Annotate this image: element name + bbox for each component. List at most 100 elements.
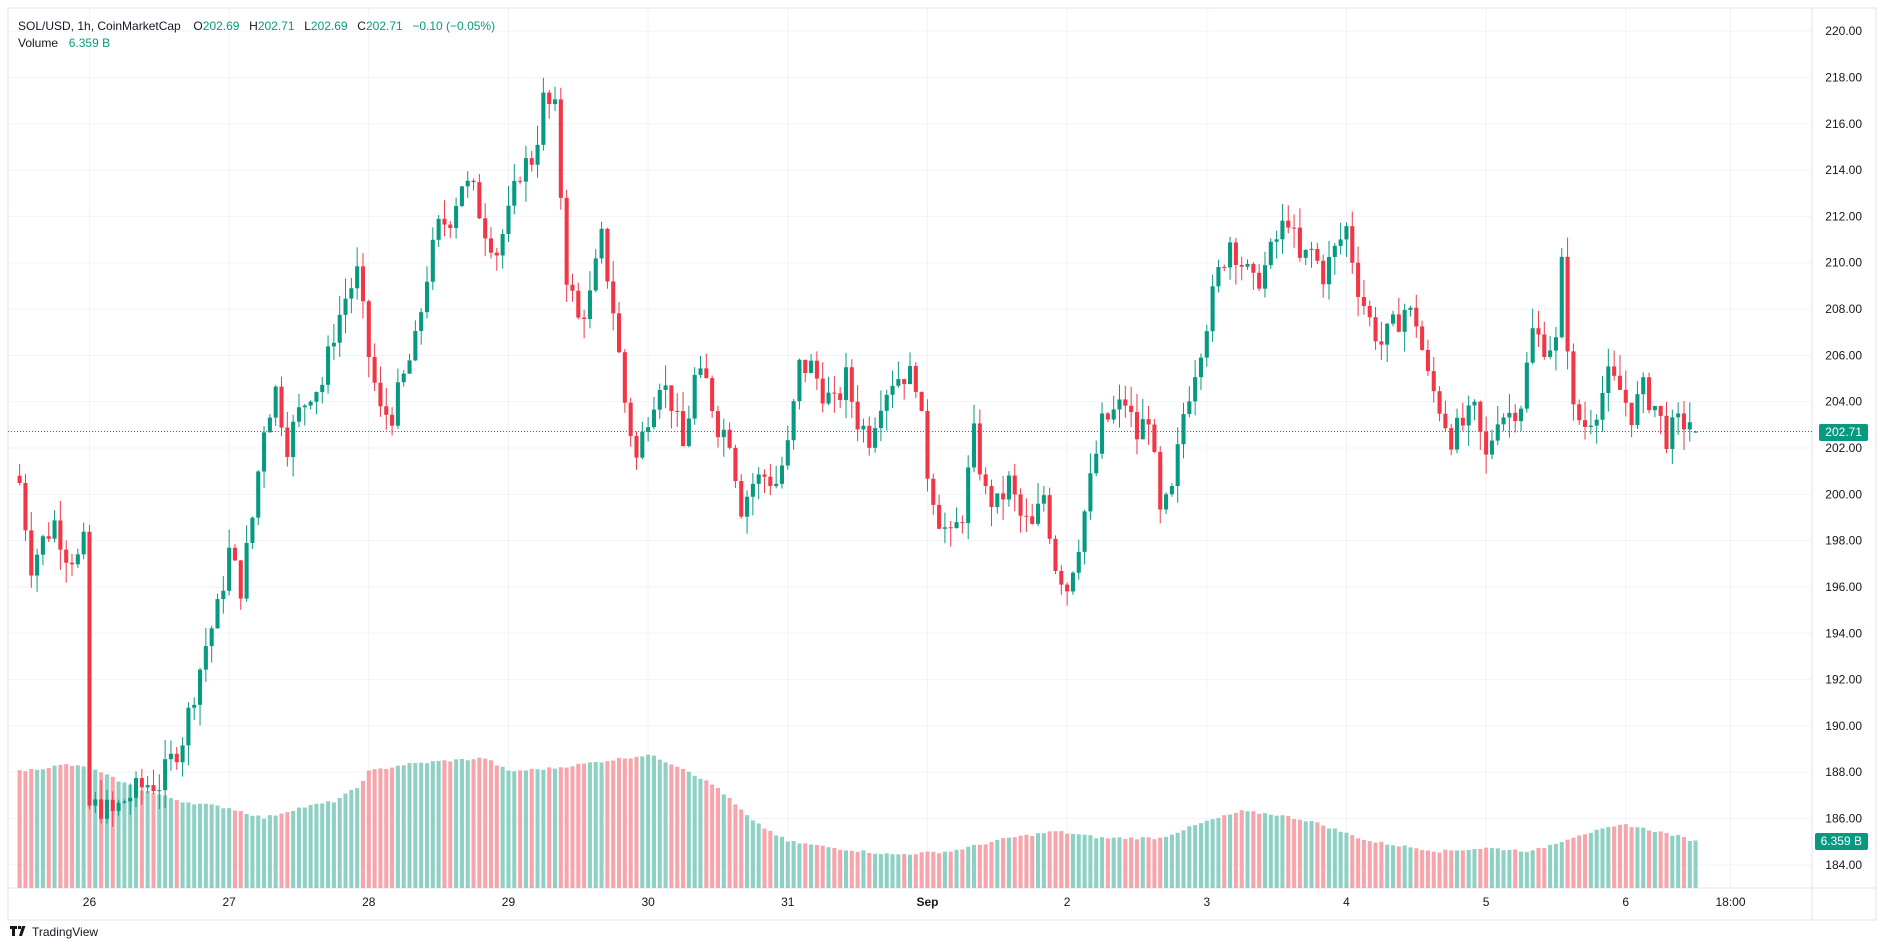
candle [1117,384,1122,428]
volume-bar [704,780,709,888]
candle-body [1612,366,1617,376]
candle-body [779,465,785,484]
candle [954,507,959,529]
candle-body [285,427,290,458]
candle [1495,406,1500,446]
tradingview-branding[interactable]: TradingView [10,925,98,939]
candle-body [1012,475,1017,495]
candle [419,308,424,345]
volume-label[interactable]: Volume [18,36,59,50]
volume-bar [576,763,581,888]
candle [1239,256,1244,281]
candle-body [1024,515,1029,517]
candle-body [1420,326,1425,350]
price-tick-label: 196.00 [1825,580,1862,594]
candle [675,393,680,427]
volume-bar [1588,832,1593,888]
volume-bar [1681,837,1687,888]
symbol-title[interactable]: SOL/USD, 1h, CoinMarketCap [18,19,181,33]
candle [966,455,971,540]
candle-body [919,391,924,411]
candle-body [535,144,540,165]
volume-bar [87,768,92,888]
candle [157,774,162,809]
volume-bar [1420,850,1425,888]
candle [541,77,546,151]
volume-bar [110,776,115,888]
candle-body [605,228,610,282]
candle-body [838,393,843,400]
volume-bar [995,839,1000,888]
volume-bar [1187,826,1192,888]
candle [17,464,22,486]
volume-bar [1053,831,1058,888]
candle-body [547,92,552,105]
candle [99,780,104,824]
candle-body [477,182,482,219]
candle-body [267,417,272,433]
candle-body [186,707,191,746]
candle [878,390,883,442]
candle [814,351,819,391]
volume-bar [1204,820,1209,888]
candle [244,525,249,602]
candle-body [1140,419,1145,440]
candle-body [151,785,156,792]
candle [232,544,237,562]
volume-bar [809,844,814,888]
candle [1460,402,1465,432]
candle-body [750,483,755,497]
volume-bar [308,804,313,888]
candle-body [1105,413,1110,420]
volume-bar [646,754,651,888]
volume-bar [1507,850,1512,888]
volume-bar [349,790,354,888]
candle [512,164,517,215]
price-axis: 184.00 186.00 188.00 190.00 192.00 194.00 196.… [1825,24,1862,872]
volume-bar [1175,832,1180,888]
candle [1059,565,1064,595]
time-tick-label: Sep [916,895,938,909]
volume-bar [360,780,366,888]
candle-body [1181,414,1186,445]
volume-bar [296,807,302,888]
candle [1210,274,1215,342]
volume-bar [262,818,267,888]
volume-bar [1617,824,1622,888]
candle [721,418,726,457]
price-tick-label: 214.00 [1825,163,1862,177]
candle [1245,259,1250,270]
volume-bar [1542,848,1547,888]
volume-bar [861,850,866,888]
candle-body [448,224,453,228]
candle-body [931,478,936,505]
volume-bar [948,851,953,888]
candle-body [1146,419,1151,425]
candle-body [1222,266,1227,268]
volume-bar [1344,832,1349,888]
volume-bar [1315,822,1320,888]
candle [116,799,121,816]
volume-bar [750,820,755,888]
volume-bar [1647,830,1652,888]
candle-body [1053,538,1058,571]
candle [349,277,354,314]
volume-bar [745,815,750,888]
candle-body [1100,413,1105,454]
candle [1536,310,1541,347]
volume-bar [1431,851,1436,888]
volume-bar [867,852,872,888]
candle [1012,463,1017,512]
candle [1228,236,1233,280]
candle-body [244,543,249,599]
candle-body [133,778,139,798]
volume-bar [1251,811,1256,888]
candle [1332,243,1337,275]
time-tick-label: 30 [641,895,655,909]
candle-body [215,599,220,629]
last-volume-tag: 6.359 B [1814,833,1868,851]
candle [1076,539,1081,580]
price-tick-label: 186.00 [1825,812,1862,826]
candle-body [1129,405,1134,413]
